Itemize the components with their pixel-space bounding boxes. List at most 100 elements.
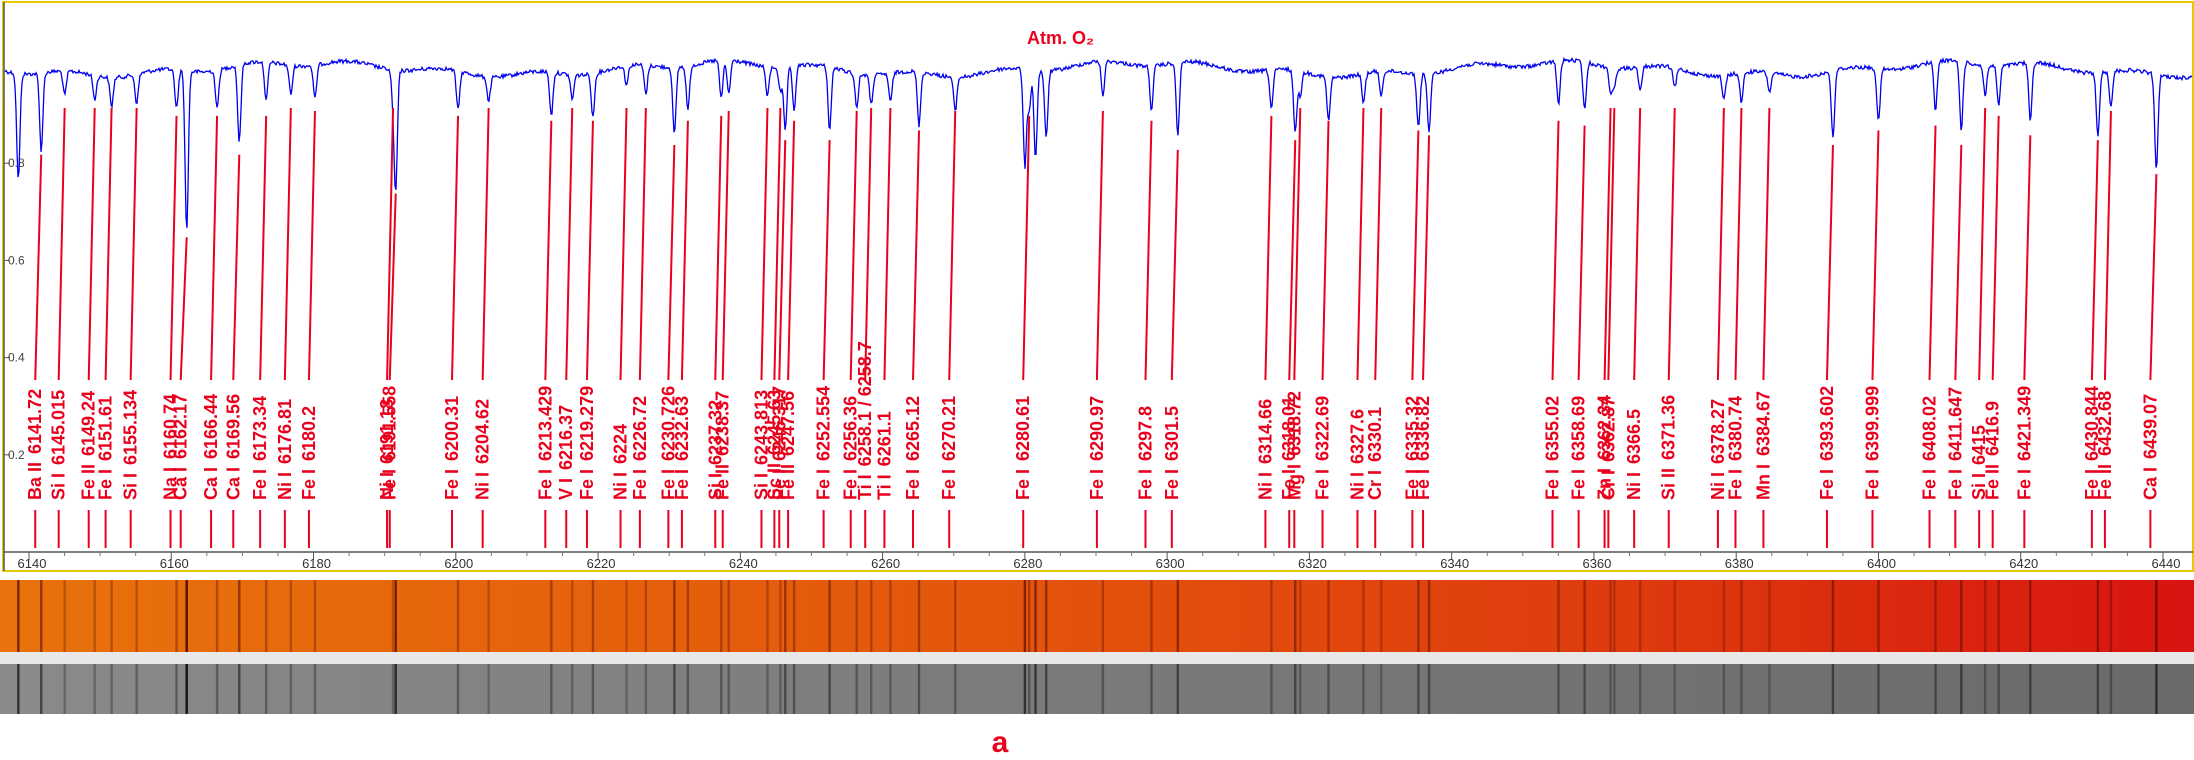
line-marker-upper	[451, 115, 460, 381]
color-strip-line	[1045, 580, 1048, 652]
grey-strip-line	[1740, 664, 1743, 714]
y-axis-ticks: 0.2 0.4 0.6 0.8	[4, 156, 25, 462]
line-marker-upper	[1022, 115, 1031, 381]
spectral-line-label: Fe I 6335.32	[1402, 396, 1422, 500]
spectral-line-label: Zn I 6362.34	[1595, 395, 1615, 500]
grey-strip-line	[855, 664, 858, 714]
grey-strip-line	[1557, 664, 1560, 714]
line-element: Ni I	[1255, 472, 1275, 500]
spectral-line-label: Fe I 6408.02	[1920, 396, 1940, 500]
x-tick-label: 6280	[1013, 556, 1042, 571]
grey-strip-line	[1294, 664, 1297, 714]
line-wavelength: 6411.647	[1945, 387, 1965, 461]
spectral-line-label: Ti I 6261.1	[874, 411, 894, 500]
spectral-line-label: Fe I 6252.554	[814, 386, 834, 500]
line-marker-upper	[2023, 135, 2032, 381]
line-element: Fe I	[1569, 469, 1589, 500]
line-element: V I	[556, 478, 576, 500]
color-strip-line	[2109, 580, 2113, 652]
x-tick-label: 6320	[1298, 556, 1327, 571]
line-element: Fe I	[1162, 469, 1182, 500]
spectral-line-label: Mg I 6318.72	[1284, 391, 1304, 500]
strip-separator	[0, 652, 2194, 664]
line-wavelength: 6265.12	[903, 396, 923, 461]
line-wavelength: 6393.602	[1817, 386, 1837, 461]
spectral-line-label: Fe I 6226.72	[630, 396, 650, 500]
line-element: Cr I	[1598, 470, 1618, 500]
grey-strip-line	[1380, 664, 1383, 714]
line-wavelength: 6301.5	[1162, 406, 1182, 461]
color-strip-line	[313, 580, 317, 652]
grey-strip-line	[917, 664, 921, 714]
line-wavelength: 6258.1 / 6258.7	[855, 341, 875, 466]
color-strip-line	[1983, 580, 1987, 652]
grey-strip-line	[954, 664, 957, 714]
line-wavelength: 6355.02	[1543, 396, 1563, 461]
line-marker-upper	[1954, 144, 1963, 381]
line-wavelength: 6399.999	[1862, 386, 1882, 461]
color-strip-line	[644, 580, 648, 652]
line-element: Fe I	[250, 469, 270, 500]
spectral-line-label: Ti I 6258.1 / 6258.7	[855, 341, 875, 500]
line-element: Ca I	[2140, 467, 2160, 500]
line-marker-upper	[232, 154, 241, 381]
color-strip-line	[1877, 580, 1880, 652]
color-strip-line	[1427, 580, 1431, 652]
line-wavelength: 6176.81	[275, 399, 295, 464]
line-element: Ca I	[223, 467, 243, 500]
line-element: Fe I	[1135, 469, 1155, 500]
x-tick-label: 6260	[871, 556, 900, 571]
color-strip-line	[917, 580, 921, 652]
spectral-line-label: Fe I 6355.02	[1543, 396, 1563, 500]
spectral-line-label: Fe I 6358.69	[1569, 396, 1589, 500]
atm-o2-annotation: Atm. O₂	[1027, 28, 1094, 48]
spectral-line-label: Fe I 6297.8	[1135, 406, 1155, 500]
grey-strip-line	[1417, 664, 1420, 714]
grey-strip-line	[313, 664, 317, 714]
line-marker-upper	[307, 110, 316, 381]
spectral-line-label: Fe I 6173.34	[250, 396, 270, 500]
color-strip-line	[1609, 580, 1612, 652]
line-element: Ni I	[1347, 472, 1367, 500]
grey-strip-line	[110, 664, 113, 714]
line-marker-upper	[57, 107, 66, 381]
color-strip-line	[591, 580, 595, 652]
line-marker-upper	[388, 193, 397, 381]
spectral-line-label: Fe I 6430.844	[2082, 386, 2102, 500]
line-marker-upper	[1095, 110, 1104, 381]
line-element: Fe I	[814, 469, 834, 500]
line-marker-upper	[638, 107, 647, 381]
color-strip-line	[784, 580, 787, 652]
line-marker-upper	[544, 120, 553, 381]
spectral-line-label: Fe I 6393.602	[1817, 386, 1837, 500]
x-tick-label: 6220	[587, 556, 616, 571]
spectral-line-label: Fe I 6280.61	[1013, 396, 1033, 500]
x-tick-label: 6200	[444, 556, 473, 571]
color-strip-line	[1831, 580, 1835, 652]
line-wavelength: 6245.63	[764, 390, 784, 455]
line-wavelength: 6366.5	[1624, 409, 1644, 464]
spectral-line-label: Ni I 6176.81	[275, 399, 295, 500]
line-element: Fe II	[778, 464, 798, 500]
spectral-line-label: Fe I 6191.558	[380, 386, 400, 500]
spectral-line-label: Ca I 6169.56	[223, 394, 243, 500]
grey-strip-line	[727, 664, 730, 714]
line-wavelength: 6318.72	[1284, 391, 1304, 456]
line-wavelength: 6330.1	[1365, 407, 1385, 462]
line-wavelength: 6243.813	[751, 390, 771, 465]
line-marker-upper	[1928, 125, 1937, 381]
line-marker-upper	[787, 120, 796, 381]
line-wavelength: 6415	[1969, 425, 1989, 465]
line-wavelength: 6224	[611, 424, 631, 464]
x-tick-label: 6160	[160, 556, 189, 571]
spectral-line-label: Fe I 6200.31	[442, 396, 462, 500]
line-marker-upper	[386, 107, 395, 381]
line-wavelength: 6408.02	[1920, 396, 1940, 461]
spectral-line-label: Fe I 6256.36	[841, 396, 861, 500]
spectral-line-label: Fe I 6290.97	[1087, 396, 1107, 500]
spectral-line-label: Ba II 6141.72	[25, 389, 45, 500]
spectral-line-label: Fe I 6322.69	[1313, 396, 1333, 500]
line-element: Fe I	[1817, 469, 1837, 500]
line-element: Ni I	[1624, 472, 1644, 500]
